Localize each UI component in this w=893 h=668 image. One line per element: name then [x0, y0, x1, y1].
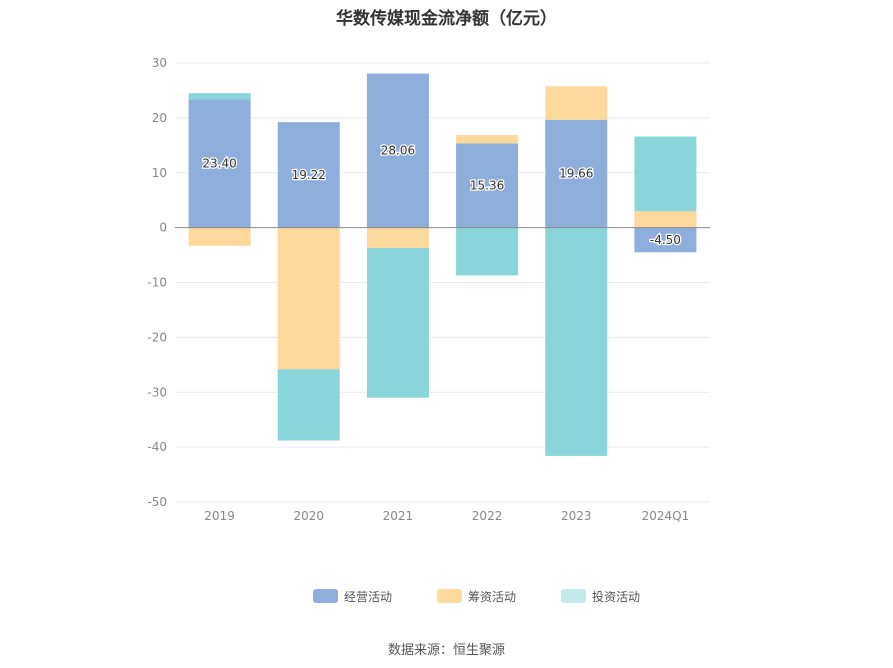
bar-segment: [277, 369, 340, 441]
x-tick-label: 2023: [561, 509, 592, 523]
legend-label[interactable]: 投资活动: [592, 589, 640, 604]
legend-label[interactable]: 经营活动: [344, 590, 392, 604]
bar-segment: [634, 211, 697, 228]
legend-swatch[interactable]: [561, 589, 586, 603]
y-tick-label: 20: [152, 111, 167, 125]
legend-swatch[interactable]: [437, 589, 462, 603]
data-label: 23.40: [202, 156, 236, 170]
bar-segment: [456, 227, 519, 276]
y-tick-label: -30: [147, 385, 167, 399]
legend-swatch[interactable]: [313, 589, 338, 603]
y-tick-label: 0: [159, 221, 167, 235]
bar-segment: [456, 135, 519, 144]
x-tick-label: 2019: [204, 509, 235, 523]
bar-segment: [188, 227, 251, 246]
bar-segment: [188, 99, 251, 228]
y-tick-label: -20: [147, 330, 167, 344]
x-tick-label: 2021: [383, 509, 414, 523]
bar-segment: [366, 227, 429, 248]
x-tick-label: 2022: [472, 509, 503, 523]
bar-segment: [456, 143, 519, 228]
data-label: 28.06: [381, 144, 415, 158]
x-tick-label: 2024Q1: [642, 509, 690, 523]
chart-title: 华数传媒现金流净额（亿元）: [336, 9, 557, 29]
data-label: 15.36: [470, 178, 504, 192]
bar-segment: [366, 73, 429, 228]
legend-label[interactable]: 筹资活动: [468, 590, 516, 604]
x-tick-label: 2020: [293, 509, 324, 523]
bar-segment: [545, 86, 608, 120]
bar-segment: [188, 93, 251, 100]
data-label: 19.66: [559, 167, 593, 181]
bar-segment: [277, 122, 340, 228]
y-tick-label: -10: [147, 276, 167, 290]
data-label: -4.50: [650, 233, 681, 247]
data-label: 19.22: [292, 168, 326, 182]
data-source: 数据来源：恒生聚源: [387, 643, 505, 658]
bar-segment: [366, 247, 429, 398]
bar-segment: [545, 119, 608, 228]
y-tick-label: 30: [152, 56, 167, 70]
bar-segment: [634, 227, 697, 253]
bar-segment: [277, 227, 340, 370]
bar-segment: [634, 136, 697, 212]
bar-segment: [545, 227, 608, 456]
y-tick-label: -50: [147, 495, 167, 509]
y-tick-label: -40: [147, 440, 167, 454]
y-tick-label: 10: [152, 166, 167, 180]
